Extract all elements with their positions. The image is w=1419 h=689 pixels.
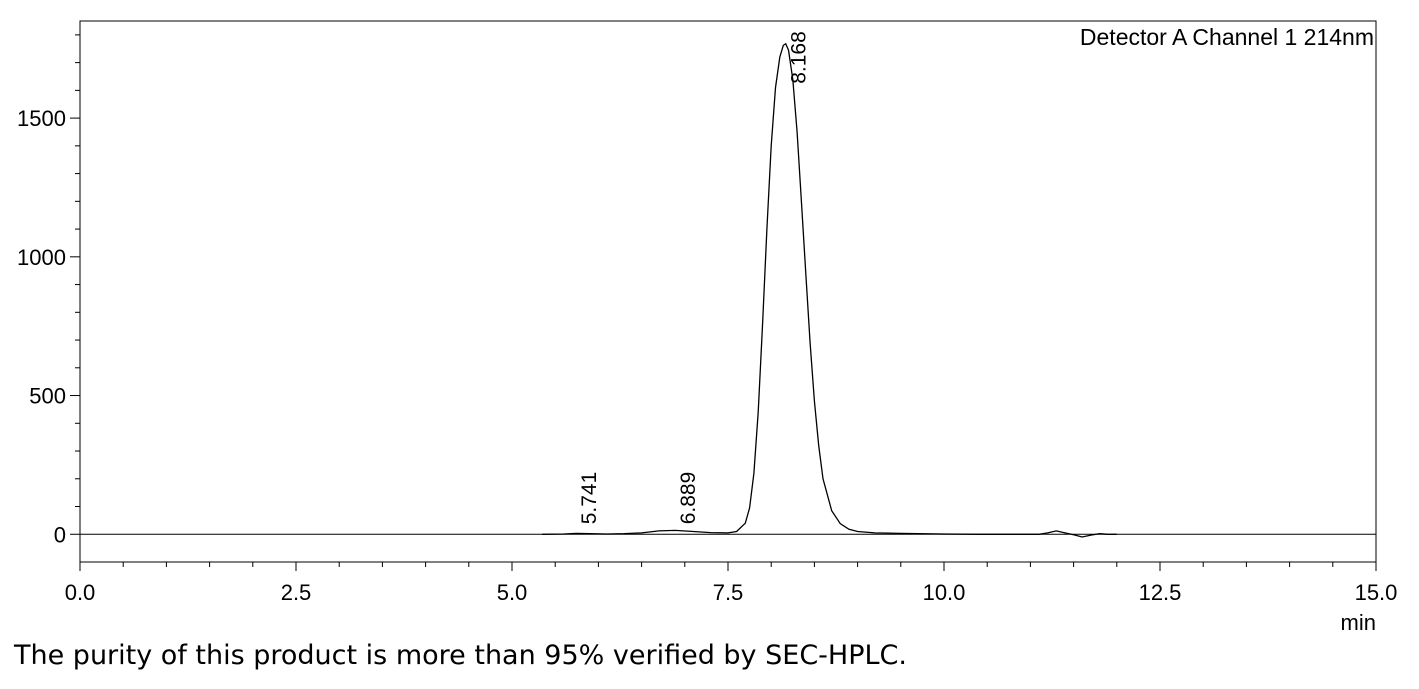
- peak-labels: 5.741 6.889 8.168: [578, 31, 811, 524]
- y-tick-label: 1000: [17, 245, 66, 270]
- x-tick-label: 5.0: [497, 580, 528, 605]
- peak-retention-label: 5.741: [578, 472, 601, 525]
- purity-caption: The purity of this product is more than …: [14, 640, 907, 671]
- x-tick-label: 0.0: [65, 580, 96, 605]
- x-tick-label: 7.5: [713, 580, 744, 605]
- chromatogram-chart: 0.0 2.5 5.0 7.5 10.0 12.5 15.0 0 500 1000 1500 5.…: [17, 20, 1398, 635]
- x-tick-label: 2.5: [281, 580, 312, 605]
- y-axis: 0 500 1000 1500: [17, 34, 80, 547]
- peak-retention-label: 8.168: [788, 31, 811, 84]
- y-tick-label: 500: [29, 384, 66, 409]
- x-tick-label: 10.0: [923, 580, 966, 605]
- y-tick-label: 0: [54, 522, 66, 547]
- plot-frame: [79, 20, 1377, 563]
- y-tick-label: 1500: [17, 106, 66, 131]
- x-axis-unit-label: min: [1341, 610, 1376, 635]
- x-tick-label: 15.0: [1355, 580, 1398, 605]
- chromatogram-trace: [542, 42, 1117, 538]
- peak-retention-label: 6.889: [677, 472, 700, 525]
- x-axis: 0.0 2.5 5.0 7.5 10.0 12.5 15.0: [65, 562, 1398, 605]
- x-tick-label: 12.5: [1139, 580, 1182, 605]
- detector-channel-label: Detector A Channel 1 214nm: [1080, 24, 1374, 50]
